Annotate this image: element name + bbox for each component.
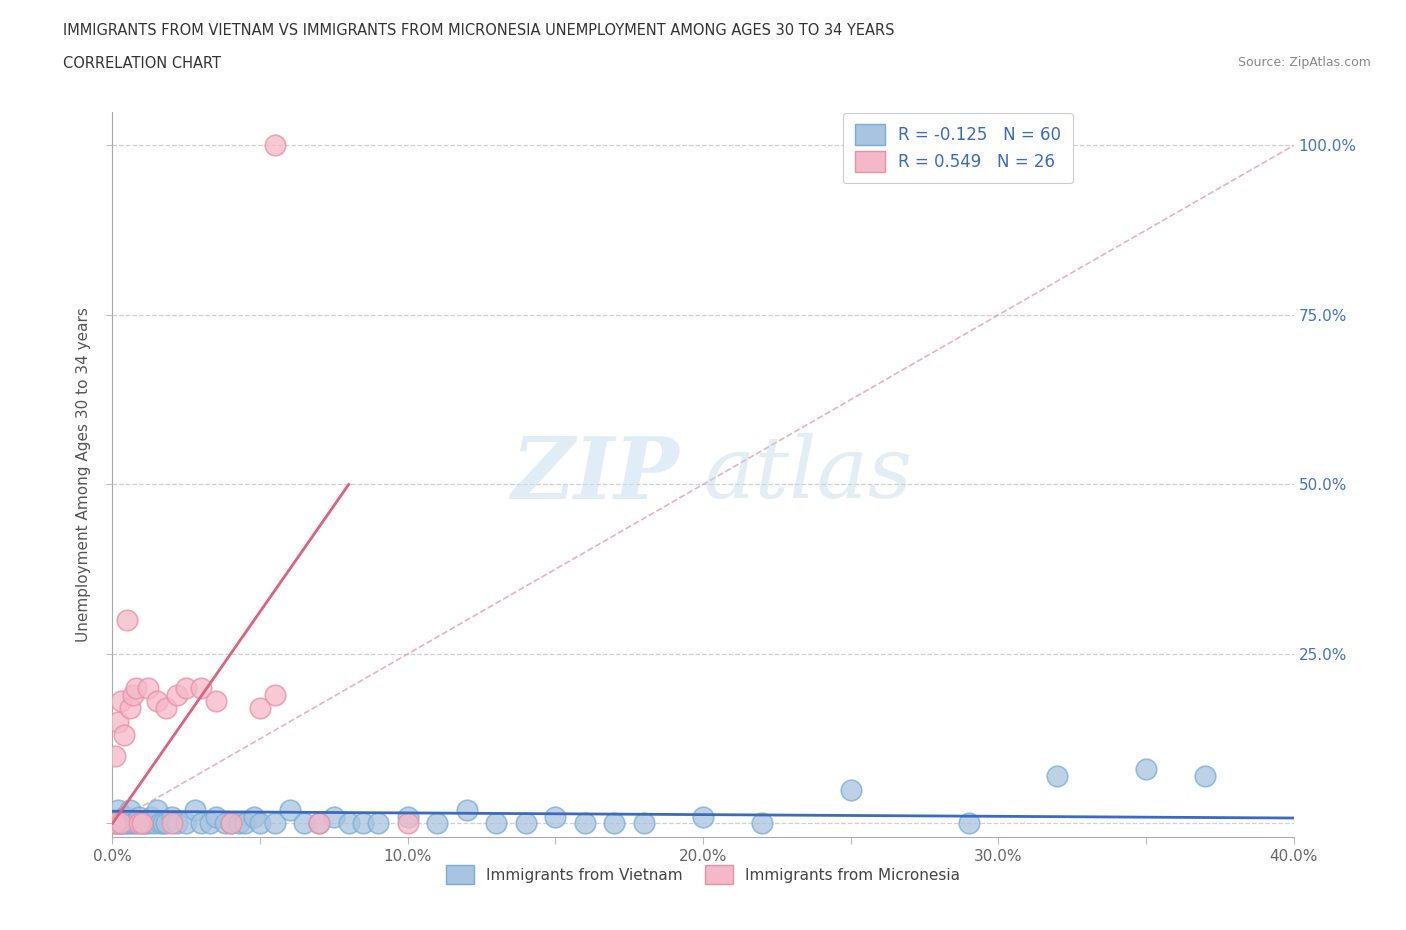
Text: IMMIGRANTS FROM VIETNAM VS IMMIGRANTS FROM MICRONESIA UNEMPLOYMENT AMONG AGES 30: IMMIGRANTS FROM VIETNAM VS IMMIGRANTS FR… <box>63 23 894 38</box>
Point <box>104 816 127 830</box>
Point <box>134 816 156 830</box>
Point <box>249 700 271 715</box>
Point <box>136 816 159 830</box>
Point <box>166 816 188 830</box>
Point <box>117 809 138 824</box>
Point <box>146 803 169 817</box>
Point <box>136 681 159 696</box>
Point <box>131 816 153 830</box>
Text: atlas: atlas <box>703 433 912 515</box>
Point <box>107 816 129 830</box>
Point <box>456 803 478 817</box>
Point <box>1194 768 1216 783</box>
Point <box>190 816 212 830</box>
Point <box>110 816 132 830</box>
Point <box>110 816 132 830</box>
Point <box>219 816 242 830</box>
Point <box>125 816 148 830</box>
Point <box>120 700 142 715</box>
Point <box>112 809 135 824</box>
Legend: Immigrants from Vietnam, Immigrants from Micronesia: Immigrants from Vietnam, Immigrants from… <box>436 855 970 895</box>
Point <box>142 816 165 830</box>
Point <box>485 816 508 830</box>
Point <box>104 749 127 764</box>
Text: ZIP: ZIP <box>512 432 679 516</box>
Point <box>308 816 330 830</box>
Point <box>426 816 449 830</box>
Point <box>112 816 135 830</box>
Point <box>128 809 150 824</box>
Text: Source: ZipAtlas.com: Source: ZipAtlas.com <box>1237 56 1371 69</box>
Point <box>110 694 132 709</box>
Point <box>190 681 212 696</box>
Point <box>174 681 197 696</box>
Point <box>233 816 256 830</box>
Point <box>603 816 626 830</box>
Point <box>110 816 132 830</box>
Point <box>264 687 287 702</box>
Point <box>228 816 250 830</box>
Point <box>149 816 172 830</box>
Point <box>120 816 142 830</box>
Point <box>1135 762 1157 777</box>
Point <box>243 809 266 824</box>
Point <box>125 681 148 696</box>
Point <box>396 816 419 830</box>
Y-axis label: Unemployment Among Ages 30 to 34 years: Unemployment Among Ages 30 to 34 years <box>76 307 91 642</box>
Point <box>396 809 419 824</box>
Point <box>544 809 567 824</box>
Point <box>104 816 127 830</box>
Point <box>112 728 135 743</box>
Point <box>166 687 188 702</box>
Point <box>249 816 271 830</box>
Point <box>574 816 596 830</box>
Point <box>117 816 138 830</box>
Point <box>205 809 228 824</box>
Point <box>205 694 228 709</box>
Point <box>352 816 374 830</box>
Point <box>107 803 129 817</box>
Point <box>139 809 162 824</box>
Point <box>122 816 145 830</box>
Point <box>292 816 315 830</box>
Point <box>367 816 389 830</box>
Point <box>117 613 138 628</box>
Point <box>515 816 537 830</box>
Text: CORRELATION CHART: CORRELATION CHART <box>63 56 221 71</box>
Point <box>155 816 177 830</box>
Point <box>692 809 714 824</box>
Point <box>120 803 142 817</box>
Point <box>219 816 242 830</box>
Point <box>264 816 287 830</box>
Point <box>214 816 236 830</box>
Point <box>323 809 346 824</box>
Point <box>751 816 773 830</box>
Point <box>155 700 177 715</box>
Point <box>174 816 197 830</box>
Point <box>131 816 153 830</box>
Point <box>107 714 129 729</box>
Point <box>184 803 207 817</box>
Point <box>160 816 183 830</box>
Point <box>146 694 169 709</box>
Point <box>633 816 655 830</box>
Point <box>839 782 862 797</box>
Point <box>122 687 145 702</box>
Point <box>1046 768 1069 783</box>
Point <box>264 138 287 153</box>
Point <box>337 816 360 830</box>
Point <box>308 816 330 830</box>
Point <box>278 803 301 817</box>
Point <box>957 816 980 830</box>
Point <box>128 816 150 830</box>
Point <box>152 816 174 830</box>
Point <box>160 809 183 824</box>
Point <box>198 816 221 830</box>
